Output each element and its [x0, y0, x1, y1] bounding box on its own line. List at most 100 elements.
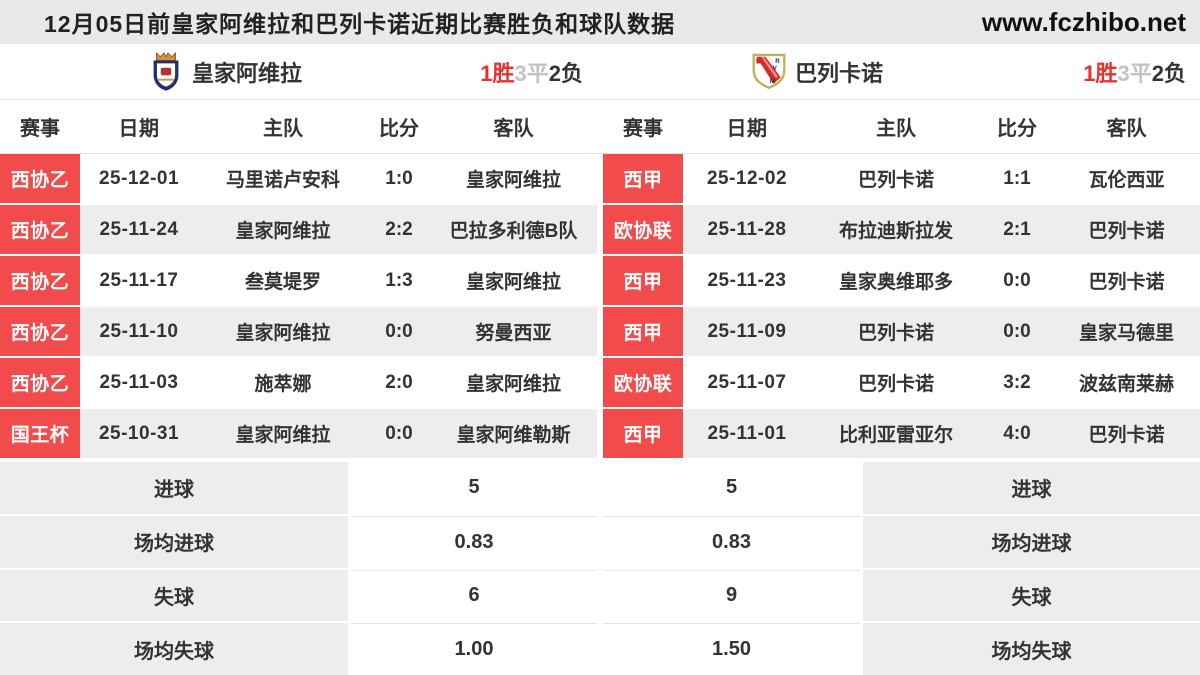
match-row: 西协乙 25-11-10 皇家阿维拉 0:0 努曼西亚 西甲 25-11-09 …	[0, 307, 1200, 356]
stat-value: 5	[351, 462, 597, 514]
stat-label: 场均失球	[863, 623, 1200, 675]
match-score: 1:3	[385, 269, 413, 291]
home-team: 叁莫堤罗	[244, 272, 321, 293]
away-team: 瓦伦西亚	[1088, 170, 1165, 191]
match-right: 西甲 25-12-02 巴列卡诺 1:1 瓦伦西亚	[603, 154, 1200, 203]
competition-badge: 西甲	[603, 154, 683, 203]
match-score: 2:2	[368, 205, 430, 254]
match-score: 0:0	[368, 409, 430, 458]
team-header-row: 皇家阿维拉 1胜3平2负 R V M 巴列卡诺 1胜3平2负	[0, 44, 1200, 100]
col-home: 主队	[876, 118, 916, 140]
stat-row-conceded: 失球 6 9 失球	[0, 569, 1200, 622]
center-divider	[597, 205, 603, 254]
match-date: 25-12-02	[706, 167, 788, 189]
home-team: 巴列卡诺	[857, 170, 934, 191]
stat-row-avg-goals: 场均进球 0.83 0.83 场均进球	[0, 515, 1200, 568]
away-team: 波兹南莱赫	[1078, 374, 1174, 395]
col-home: 主队	[263, 118, 303, 140]
match-score: 1:0	[385, 167, 413, 189]
match-date: 25-11-24	[80, 205, 198, 254]
competition-badge: 西协乙	[0, 358, 80, 407]
match-score: 0:0	[1003, 269, 1031, 291]
col-away: 客队	[493, 118, 534, 140]
real-avila-crest-icon	[148, 51, 184, 93]
svg-text:R: R	[775, 58, 780, 65]
stat-row-avg-conceded: 场均失球 1.00 1.50 场均失球	[0, 623, 1200, 675]
match-date: 25-11-28	[683, 205, 811, 254]
away-team: 皇家阿维拉	[465, 272, 561, 293]
home-team: 皇家奥维耶多	[838, 272, 953, 293]
match-score: 4:0	[981, 409, 1053, 458]
stat-left: 场均失球 1.00	[0, 623, 597, 675]
away-team: 皇家马德里	[1053, 307, 1200, 356]
stat-label: 场均进球	[0, 515, 348, 568]
match-right: 欧协联 25-11-28 布拉迪斯拉发 2:1 巴列卡诺	[603, 205, 1200, 254]
record-losses: 2负	[548, 60, 583, 86]
away-team: 皇家阿维拉	[465, 170, 561, 191]
match-row: 国王杯 25-10-31 皇家阿维拉 0:0 皇家阿维勒斯 西甲 25-11-0…	[0, 409, 1200, 458]
team-name: 巴列卡诺	[795, 60, 884, 86]
center-divider	[597, 569, 603, 622]
match-date: 25-11-09	[683, 307, 811, 356]
record-draws: 3平	[514, 60, 549, 86]
stat-label: 场均进球	[863, 515, 1200, 568]
stat-label: 进球	[863, 462, 1200, 514]
match-date: 25-11-07	[707, 371, 787, 393]
stat-value: 5	[603, 462, 860, 514]
record-losses: 2负	[1151, 60, 1186, 86]
competition-badge: 国王杯	[0, 409, 80, 458]
away-team: 皇家阿维拉	[465, 374, 561, 395]
home-team: 皇家阿维拉	[198, 205, 368, 254]
match-score: 2:0	[385, 371, 413, 393]
match-date: 25-11-01	[683, 409, 811, 458]
col-score: 比分	[379, 118, 419, 140]
col-away: 客队	[1106, 118, 1147, 140]
home-team: 比利亚雷亚尔	[811, 409, 981, 458]
stat-value: 1.50	[603, 623, 860, 675]
stat-left: 失球 6	[0, 569, 597, 622]
match-left: 西协乙 25-11-17 叁莫堤罗 1:3 皇家阿维拉	[0, 256, 597, 305]
col-date: 日期	[118, 118, 160, 140]
center-divider	[597, 358, 603, 407]
match-right: 欧协联 25-11-07 巴列卡诺 3:2 波兹南莱赫	[603, 358, 1200, 407]
stat-left: 场均进球 0.83	[0, 515, 597, 568]
competition-badge: 西协乙	[0, 256, 80, 305]
competition-badge: 西协乙	[0, 205, 80, 254]
match-left: 西协乙 25-12-01 马里诺卢安科 1:0 皇家阿维拉	[0, 154, 597, 203]
rayo-vallecano-crest-icon: R V M	[751, 51, 787, 93]
column-header-row: 赛事 日期 主队 比分 客队 赛事 日期 主队 比分 客队	[0, 100, 1200, 154]
competition-badge: 西甲	[603, 307, 683, 356]
stat-right: 9 失球	[603, 569, 1200, 622]
stat-right: 1.50 场均失球	[603, 623, 1200, 675]
match-score: 3:2	[1003, 371, 1031, 393]
competition-badge: 欧协联	[603, 205, 683, 254]
competition-badge: 西甲	[603, 256, 683, 305]
col-score: 比分	[997, 118, 1037, 140]
center-divider	[597, 44, 603, 99]
center-divider	[597, 409, 603, 458]
title-bar: 12月05日前皇家阿维拉和巴列卡诺近期比赛胜负和球队数据 www.fczhibo…	[0, 0, 1200, 44]
match-left: 国王杯 25-10-31 皇家阿维拉 0:0 皇家阿维勒斯	[0, 409, 597, 458]
home-team: 施萃娜	[254, 374, 312, 395]
home-team: 皇家阿维拉	[198, 307, 368, 356]
home-team: 巴列卡诺	[857, 374, 934, 395]
svg-text:V: V	[773, 65, 778, 72]
competition-badge: 欧协联	[603, 358, 683, 407]
match-score: 0:0	[981, 307, 1053, 356]
away-team: 努曼西亚	[430, 307, 597, 356]
record-wins: 1胜	[1083, 60, 1118, 86]
col-date: 日期	[726, 118, 768, 140]
competition-badge: 西甲	[603, 409, 683, 458]
stat-value: 6	[351, 569, 597, 622]
match-left: 西协乙 25-11-10 皇家阿维拉 0:0 努曼西亚	[0, 307, 597, 356]
home-team: 巴列卡诺	[811, 307, 981, 356]
stat-value: 0.83	[351, 515, 597, 568]
col-competition: 赛事	[20, 118, 60, 140]
match-date: 25-11-03	[99, 371, 179, 393]
match-date: 25-11-23	[707, 269, 787, 291]
home-team: 马里诺卢安科	[225, 170, 340, 191]
home-team: 布拉迪斯拉发	[811, 205, 981, 254]
away-team: 巴列卡诺	[1053, 409, 1200, 458]
match-left: 西协乙 25-11-24 皇家阿维拉 2:2 巴拉多利德B队	[0, 205, 597, 254]
